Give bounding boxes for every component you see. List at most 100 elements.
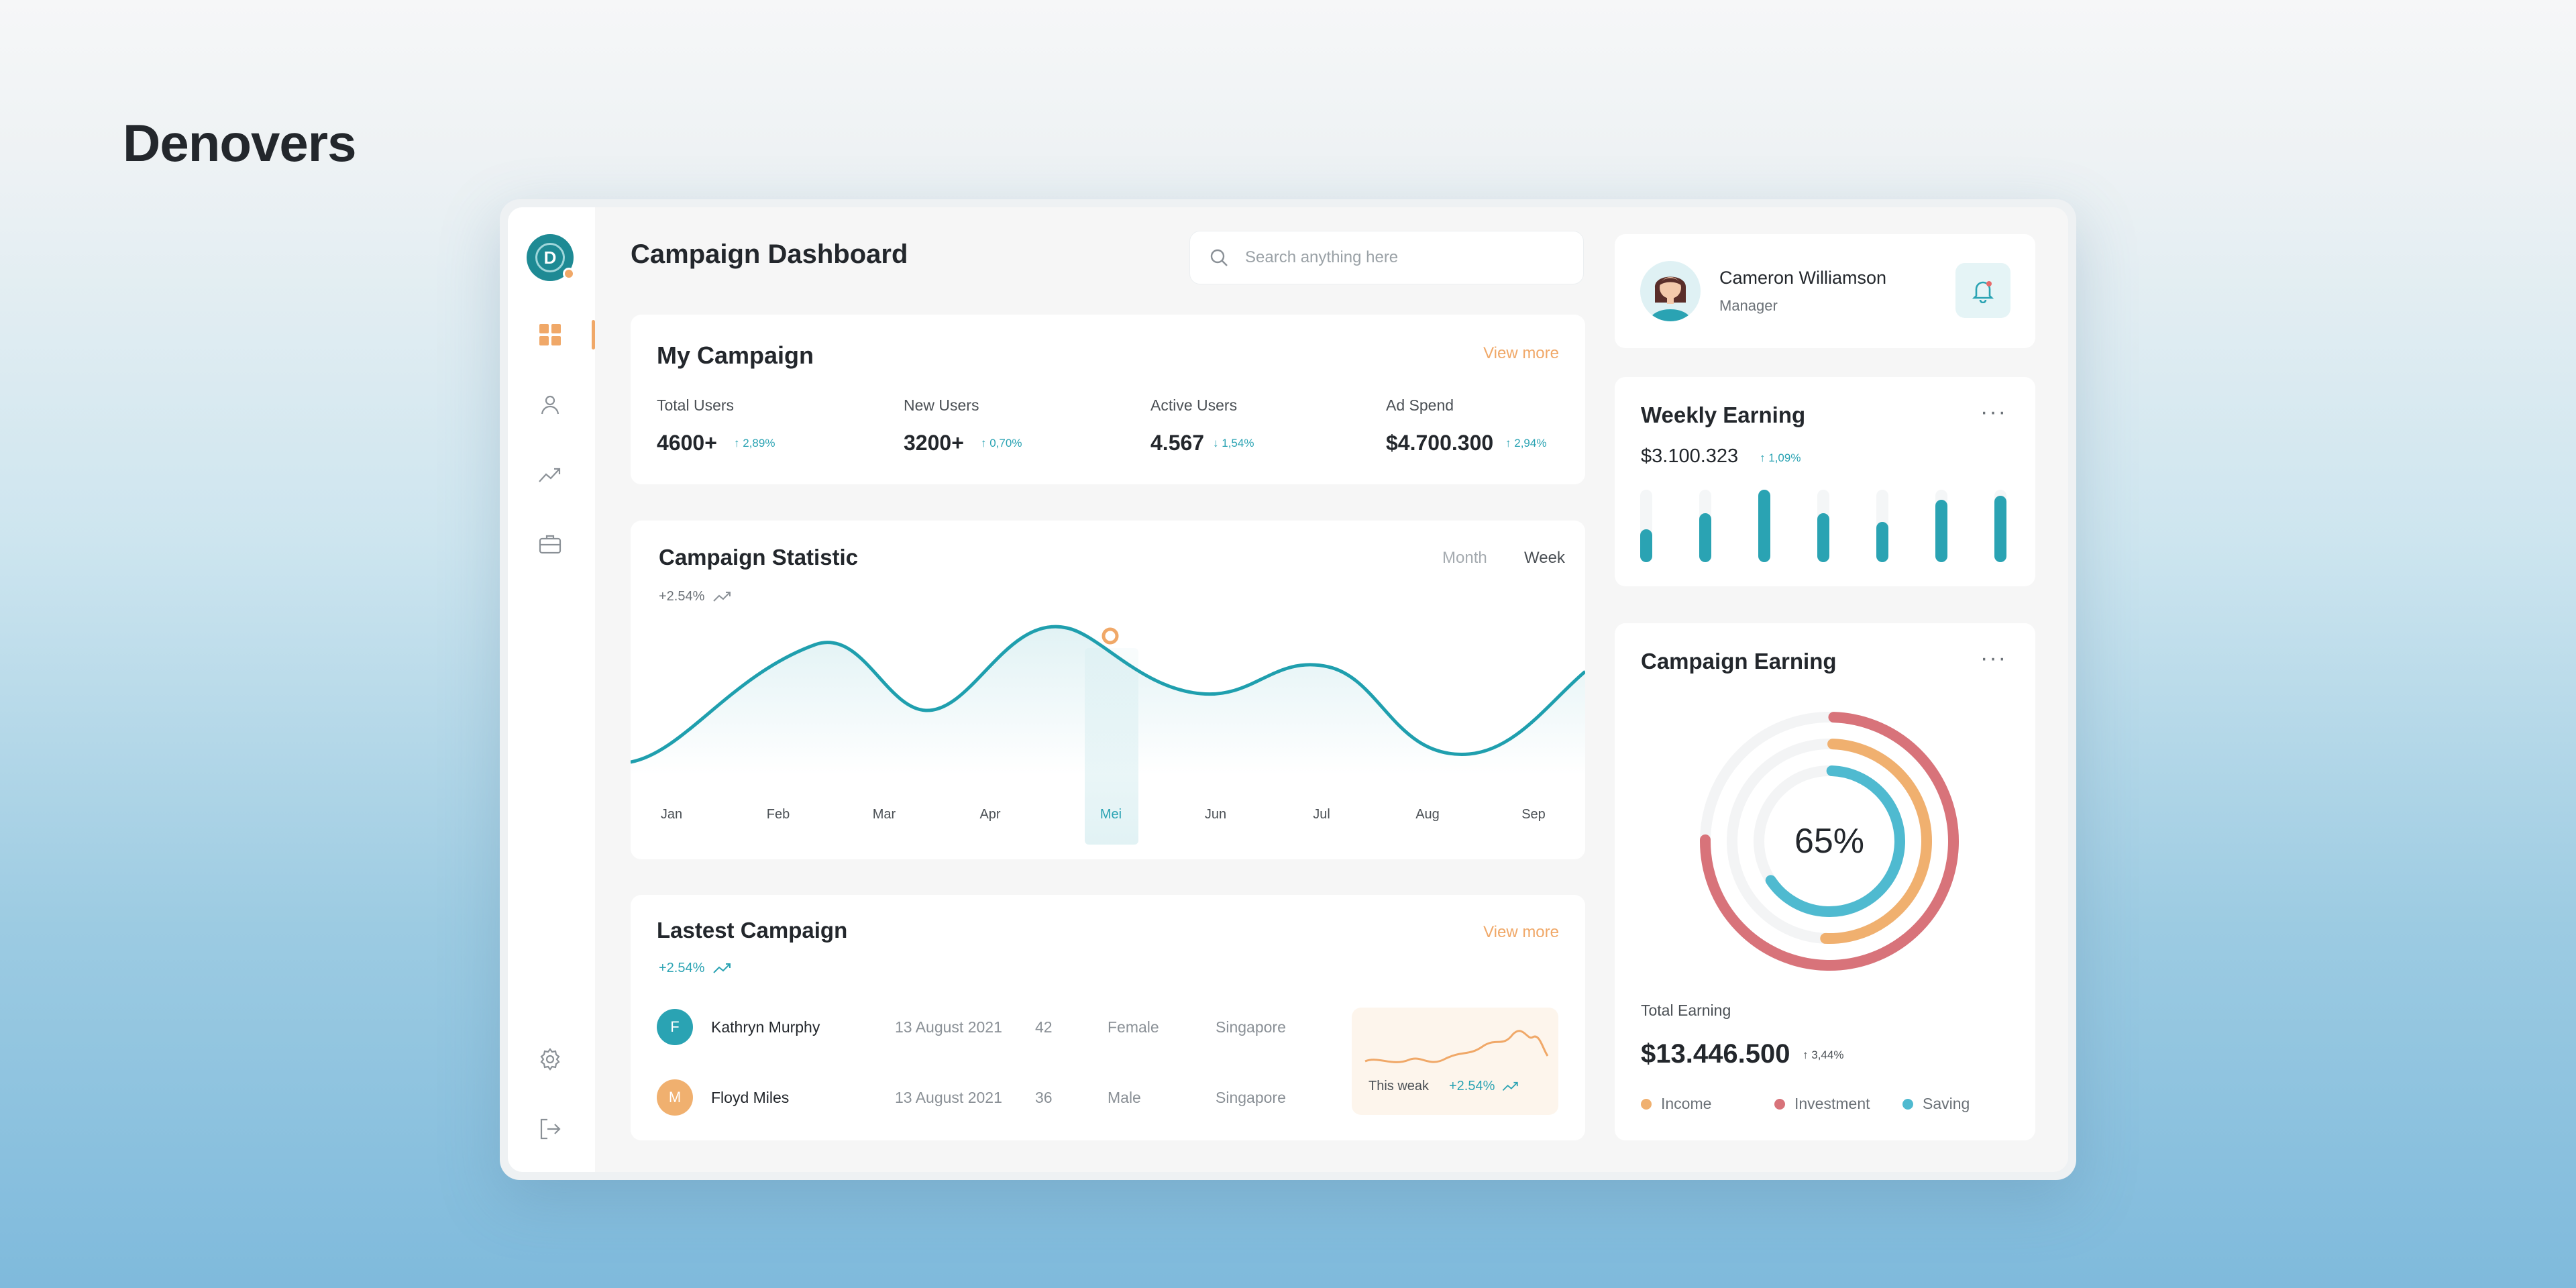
- search-input[interactable]: [1245, 248, 1554, 267]
- income-ring: [1727, 739, 1932, 944]
- stat-change-value: 1,54%: [1222, 437, 1254, 449]
- app-logo[interactable]: D: [527, 234, 575, 281]
- stat-value: 4600+: [657, 431, 717, 455]
- month-label: Jan: [660, 807, 683, 822]
- latest-change-value: +2.54%: [659, 961, 705, 975]
- bar[interactable]: [1876, 522, 1888, 562]
- stat-label: Active Users: [1150, 396, 1238, 414]
- legend-label: Income: [1661, 1095, 1712, 1112]
- stat-label: New Users: [904, 396, 979, 414]
- area-fill: [631, 627, 1585, 775]
- trend-up-icon: [713, 591, 731, 602]
- weekly-earning-change: ↑ 1,09%: [1760, 451, 1801, 465]
- row-country: Singapore: [1216, 1018, 1286, 1036]
- statistic-change-value: +2.54%: [659, 589, 705, 604]
- legend-dot: [1902, 1098, 1913, 1110]
- sidebar: D: [508, 207, 595, 1172]
- my-campaign-view-more-link[interactable]: View more: [1483, 344, 1559, 362]
- profile-role: Manager: [1719, 297, 1778, 314]
- latest-change: +2.54%: [659, 961, 733, 976]
- radial-chart: [1700, 712, 1959, 971]
- earning-percent: 65%: [1794, 822, 1865, 861]
- weekly-earning-card: Weekly Earning ··· $3.100.323 ↑ 1,09%: [1615, 377, 2035, 586]
- row-gender: Female: [1108, 1018, 1159, 1036]
- total-earning-value: $13.446.500: [1641, 1039, 1790, 1069]
- stat-change-value: 2,89%: [743, 437, 775, 449]
- legend-dot: [1774, 1098, 1785, 1110]
- weekly-earning-change-value: 1,09%: [1768, 451, 1801, 464]
- avatar[interactable]: [1640, 261, 1701, 321]
- month-label: Feb: [766, 807, 790, 822]
- latest-campaign-card: Lastest Campaign View more +2.54% F Kath…: [631, 895, 1585, 1140]
- stat-value: $4.700.300: [1386, 431, 1494, 455]
- stat-change: ↑ 2,89%: [734, 437, 775, 450]
- more-options-icon[interactable]: ···: [1980, 399, 2007, 425]
- stat-change: ↑ 0,70%: [981, 437, 1022, 450]
- row-date: 13 August 2021: [895, 1089, 1002, 1106]
- legend-dot: [1641, 1098, 1652, 1110]
- avatar: F: [657, 1009, 693, 1045]
- briefcase-icon[interactable]: [533, 527, 568, 561]
- profile-card: Cameron Williamson Manager: [1615, 234, 2035, 348]
- month-label: Sep: [1521, 807, 1546, 822]
- mini-chart-change-value: +2.54%: [1449, 1079, 1495, 1093]
- month-label: Jul: [1313, 807, 1330, 822]
- mini-chart-card: This weak +2.54%: [1352, 1008, 1558, 1115]
- stat-value: 3200+: [904, 431, 964, 455]
- bar[interactable]: [1640, 529, 1652, 562]
- tab-week[interactable]: Week: [1524, 549, 1565, 567]
- latest-campaign-view-more-link[interactable]: View more: [1483, 923, 1559, 941]
- row-age: 36: [1035, 1089, 1053, 1106]
- arrow-up-icon: ↑: [734, 437, 743, 449]
- total-earning-change-value: 3,44%: [1811, 1049, 1844, 1061]
- campaign-earning-title: Campaign Earning: [1641, 649, 1837, 674]
- month-label: Mar: [872, 807, 896, 822]
- bar[interactable]: [1699, 513, 1711, 562]
- month-label: Jun: [1204, 807, 1227, 822]
- legend-label: Saving: [1923, 1095, 1970, 1112]
- row-name: Floyd Miles: [711, 1089, 790, 1106]
- bar[interactable]: [1817, 513, 1829, 562]
- arrow-up-icon: ↑: [1505, 437, 1515, 449]
- trend-up-icon: [713, 963, 731, 973]
- more-options-icon[interactable]: ···: [1980, 645, 2007, 671]
- stat-change-value: 0,70%: [989, 437, 1022, 449]
- legend-saving: Saving: [1902, 1095, 1970, 1113]
- analytics-icon[interactable]: [533, 457, 568, 492]
- line-series: [631, 625, 1585, 764]
- month-label: Aug: [1415, 807, 1440, 822]
- latest-campaign-title: Lastest Campaign: [657, 918, 848, 943]
- campaign-statistic-title: Campaign Statistic: [659, 545, 859, 570]
- total-earning-label: Total Earning: [1641, 1002, 1731, 1019]
- bar[interactable]: [1758, 490, 1770, 562]
- arrow-up-icon: ↑: [1803, 1049, 1812, 1061]
- investment-ring: [1700, 712, 1959, 971]
- app-window: D Campaign Dashboard: [500, 199, 2076, 1180]
- notification-button[interactable]: [1955, 263, 2010, 318]
- settings-icon[interactable]: [533, 1042, 568, 1077]
- logout-icon[interactable]: [533, 1112, 568, 1146]
- trend-up-icon: [1503, 1081, 1519, 1091]
- dashboard-icon[interactable]: [533, 317, 568, 352]
- row-date: 13 August 2021: [895, 1018, 1002, 1036]
- point-marker[interactable]: [1102, 627, 1119, 645]
- campaign-earning-card: Campaign Earning ··· 65% Total Earning $…: [1615, 623, 2035, 1140]
- legend-label: Investment: [1794, 1095, 1870, 1112]
- month-label-active: Mei: [1099, 807, 1122, 822]
- bar[interactable]: [1994, 496, 2006, 562]
- row-country: Singapore: [1216, 1089, 1286, 1106]
- stat-label: Total Users: [657, 396, 735, 414]
- bar[interactable]: [1935, 500, 1947, 562]
- bell-icon: [1972, 281, 1994, 303]
- row-gender: Male: [1108, 1089, 1141, 1106]
- search-bar[interactable]: [1189, 231, 1584, 284]
- brand-title: Denovers: [123, 113, 356, 172]
- user-icon[interactable]: [533, 387, 568, 422]
- status-dot: [563, 268, 575, 280]
- search-icon: [1210, 249, 1228, 266]
- page-title: Campaign Dashboard: [631, 239, 908, 269]
- tab-month[interactable]: Month: [1442, 549, 1487, 567]
- mini-chart-change: +2.54%: [1449, 1079, 1520, 1094]
- my-campaign-card: My Campaign View more Total Users 4600+ …: [631, 315, 1585, 484]
- statistic-change: +2.54%: [659, 589, 733, 604]
